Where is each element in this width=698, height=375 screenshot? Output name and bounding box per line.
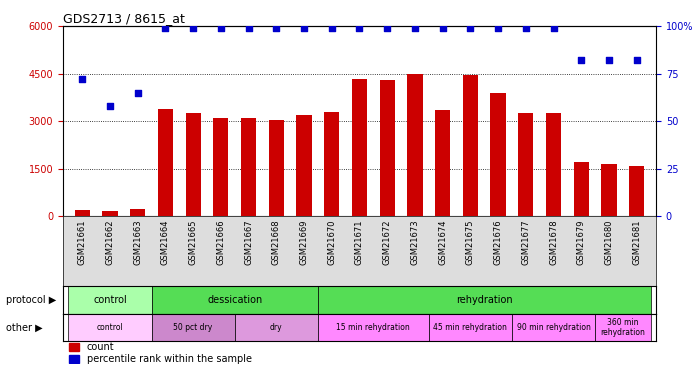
Bar	[68, 355, 80, 363]
Text: percentile rank within the sample: percentile rank within the sample	[87, 354, 251, 364]
Point	[326, 25, 337, 31]
Bar	[546, 113, 561, 216]
Point	[160, 25, 171, 31]
Text: dessication: dessication	[207, 295, 262, 305]
Bar	[318, 314, 429, 341]
Bar	[75, 210, 90, 216]
Bar	[235, 314, 318, 341]
Point	[77, 76, 88, 82]
Text: 15 min rehydration: 15 min rehydration	[336, 323, 410, 332]
Text: GSM21671: GSM21671	[355, 220, 364, 265]
Point	[188, 25, 199, 31]
Bar	[130, 209, 145, 216]
Text: GSM21664: GSM21664	[161, 220, 170, 265]
Bar	[158, 109, 173, 216]
Bar	[318, 286, 651, 314]
Text: other ▶: other ▶	[6, 322, 43, 333]
Text: GSM21676: GSM21676	[493, 220, 503, 266]
Text: GSM21663: GSM21663	[133, 220, 142, 266]
Text: GSM21681: GSM21681	[632, 220, 641, 265]
Text: GSM21666: GSM21666	[216, 220, 225, 266]
Bar	[408, 74, 422, 216]
Point	[437, 25, 448, 31]
Point	[520, 25, 531, 31]
Point	[576, 57, 587, 63]
Point	[409, 25, 420, 31]
Bar	[380, 80, 395, 216]
Bar	[241, 118, 256, 216]
Text: GSM21674: GSM21674	[438, 220, 447, 265]
Bar	[68, 286, 151, 314]
Text: GSM21668: GSM21668	[272, 220, 281, 266]
Point	[603, 57, 614, 63]
Text: count: count	[87, 342, 114, 352]
Bar	[602, 164, 616, 216]
Text: GSM21673: GSM21673	[410, 220, 419, 266]
Text: protocol ▶: protocol ▶	[6, 295, 57, 305]
Text: GDS2713 / 8615_at: GDS2713 / 8615_at	[63, 12, 185, 25]
Bar	[574, 162, 589, 216]
Bar	[151, 314, 235, 341]
Point	[243, 25, 254, 31]
Bar	[352, 78, 367, 216]
Point	[548, 25, 559, 31]
Bar	[297, 115, 311, 216]
Text: GSM21665: GSM21665	[188, 220, 198, 265]
Bar	[68, 314, 151, 341]
Text: GSM21662: GSM21662	[105, 220, 114, 265]
Text: GSM21670: GSM21670	[327, 220, 336, 265]
Bar	[491, 93, 506, 216]
Bar	[518, 113, 533, 216]
Text: GSM21667: GSM21667	[244, 220, 253, 266]
Bar	[429, 314, 512, 341]
Text: GSM21679: GSM21679	[577, 220, 586, 265]
Text: GSM21680: GSM21680	[604, 220, 614, 265]
Bar	[629, 166, 644, 216]
Bar	[324, 112, 339, 216]
Text: 360 min
rehydration: 360 min rehydration	[600, 318, 645, 337]
Text: GSM21669: GSM21669	[299, 220, 309, 265]
Bar	[103, 211, 117, 216]
Text: GSM21677: GSM21677	[521, 220, 530, 266]
Bar	[435, 110, 450, 216]
Bar	[512, 314, 595, 341]
Bar	[463, 75, 478, 216]
Point	[215, 25, 226, 31]
Point	[354, 25, 365, 31]
Point	[271, 25, 282, 31]
Text: rehydration: rehydration	[456, 295, 512, 305]
Bar	[151, 286, 318, 314]
Bar	[186, 113, 201, 216]
Text: dry: dry	[270, 323, 283, 332]
Text: GSM21661: GSM21661	[77, 220, 87, 265]
Text: 90 min rehydration: 90 min rehydration	[517, 323, 591, 332]
Bar	[68, 344, 80, 351]
Point	[105, 103, 116, 109]
Bar	[213, 118, 228, 216]
Text: control: control	[93, 295, 127, 305]
Bar	[595, 314, 651, 341]
Text: 45 min rehydration: 45 min rehydration	[433, 323, 507, 332]
Text: GSM21678: GSM21678	[549, 220, 558, 266]
Point	[299, 25, 310, 31]
Text: control: control	[96, 323, 124, 332]
Text: GSM21675: GSM21675	[466, 220, 475, 265]
Text: GSM21672: GSM21672	[383, 220, 392, 265]
Point	[493, 25, 504, 31]
Text: 50 pct dry: 50 pct dry	[174, 323, 213, 332]
Bar	[269, 120, 284, 216]
Point	[631, 57, 642, 63]
Point	[132, 90, 143, 96]
Point	[465, 25, 476, 31]
Point	[382, 25, 393, 31]
